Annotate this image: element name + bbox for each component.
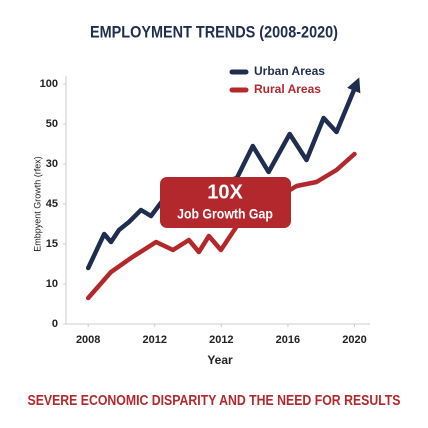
annotation: 10X Job Growth Gap (160, 177, 291, 228)
x-tick-label: 2012 (209, 334, 233, 346)
y-tick-label: 30 (46, 158, 58, 170)
y-axis-label: Embpyent Growth (rfex) (32, 156, 42, 252)
y-tick-label: 15 (46, 238, 58, 250)
x-tick-label: 2012 (143, 334, 167, 346)
y-tick-label: 45 (46, 198, 58, 210)
x-tick-label: 2008 (76, 334, 100, 346)
footer: SEVERE ECONOMIC DISPARITY AND THE NEED F… (27, 392, 400, 408)
legend-label: Rural Areas (254, 82, 321, 96)
legend-label: Urban Areas (254, 64, 325, 78)
y-tick-label: 50 (46, 118, 58, 130)
x-axis-label: Year (207, 353, 233, 367)
y-tick-label: 100 (40, 78, 58, 90)
x-tick-label: 2020 (342, 334, 366, 346)
y-tick-label: 0 (52, 318, 58, 330)
data-line (85, 151, 357, 301)
annotation-text: Job Growth Gap (177, 206, 273, 222)
annotation-box (160, 177, 291, 228)
chart-title: EMPLOYMENT TRENDS (2008-2020) (90, 23, 338, 41)
y-tick-label: 10 (46, 278, 58, 290)
x-tick-label: 2016 (276, 334, 300, 346)
annotation-title: 10X (207, 181, 243, 203)
